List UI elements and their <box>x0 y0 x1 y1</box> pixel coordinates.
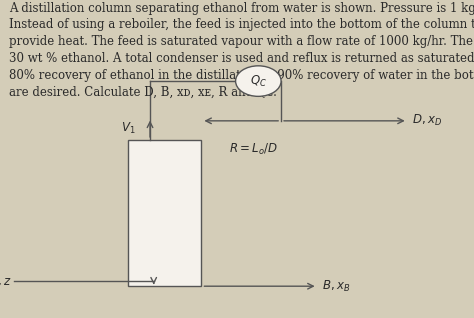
Text: $R = L_o/D$: $R = L_o/D$ <box>228 142 278 156</box>
Text: $Q_C$: $Q_C$ <box>250 73 267 89</box>
Text: $V_1$: $V_1$ <box>121 121 136 136</box>
Text: $B, x_B$: $B, x_B$ <box>322 279 350 294</box>
Circle shape <box>236 66 281 96</box>
Bar <box>128 140 201 286</box>
Text: $F, z$: $F, z$ <box>0 274 12 288</box>
Text: $D, x_D$: $D, x_D$ <box>412 113 442 128</box>
Text: A distillation column separating ethanol from water is shown. Pressure is 1 kg/c: A distillation column separating ethanol… <box>9 2 474 99</box>
